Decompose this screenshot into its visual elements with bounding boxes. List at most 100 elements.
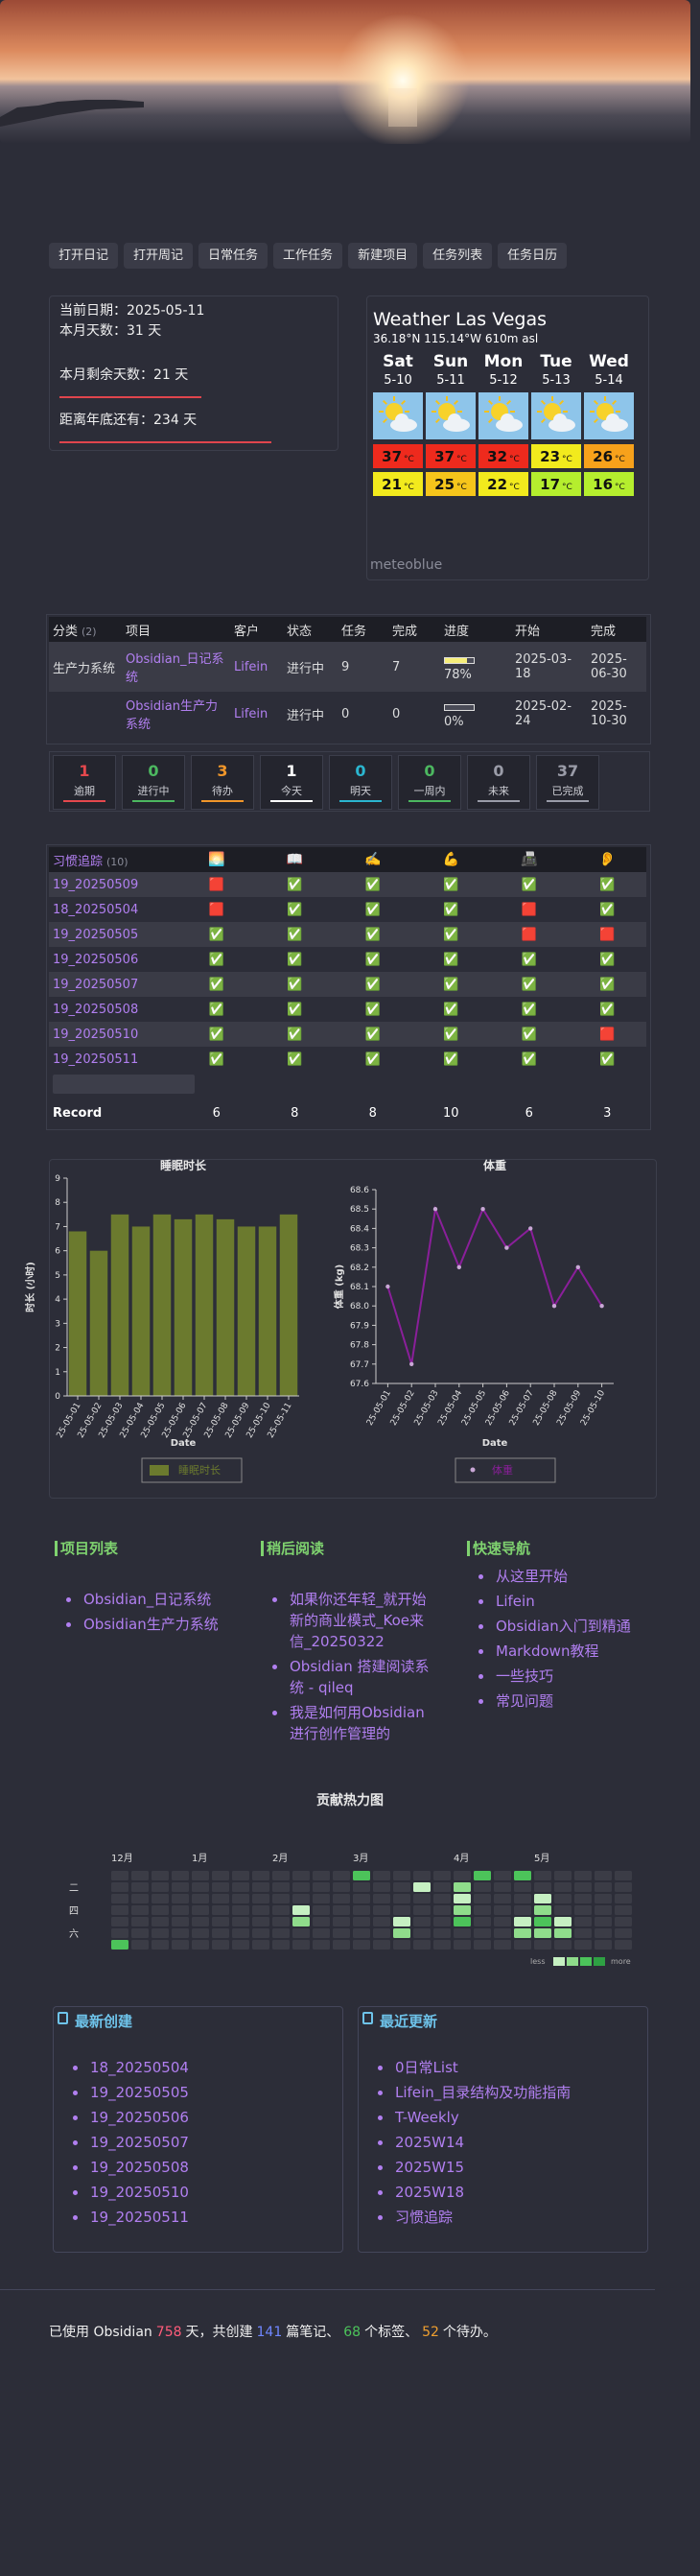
habit-mark: ✅ (208, 1002, 224, 1017)
note-link[interactable]: 2025W14 (395, 2134, 465, 2151)
note-link[interactable]: Obsidian入门到精通 (496, 1618, 631, 1635)
heat-cell (413, 1882, 431, 1892)
count-value: 0 (148, 762, 159, 780)
habit-mark: ✅ (443, 902, 459, 917)
habit-note: 19_20250507 (53, 977, 139, 992)
list-item: 一些技巧 (478, 1666, 642, 1687)
heat-cell (292, 1928, 310, 1938)
habit-mark: ✅ (521, 952, 537, 967)
heat-cell (192, 1882, 209, 1892)
header-text: 进度 (444, 624, 470, 639)
list-item: 0日常List (378, 2055, 571, 2080)
note-link[interactable]: Obsidian_日记系统 (83, 1591, 212, 1608)
heat-cell (615, 1871, 632, 1880)
button[interactable]: 新建项目 (348, 243, 418, 269)
note-link[interactable]: Obsidian 搭建阅读系统 - qileq (290, 1658, 430, 1696)
month-label: 12月 (111, 1853, 133, 1864)
weather-widget: Weather Las Vegas 36.18°N 115.14°W 610m a… (366, 295, 649, 580)
temp-value: 23 (540, 448, 561, 465)
heat-cell (615, 1940, 632, 1950)
start: 2025-02-24 (511, 692, 587, 736)
heat-cell (252, 1905, 269, 1915)
habit-mark: ✅ (521, 1002, 537, 1017)
note-link[interactable]: 如果你还年轻_就开始新的商业模式_Koe来信_20250322 (290, 1591, 427, 1650)
heat-cell (232, 1928, 249, 1938)
note-link[interactable]: 19_20250506 (90, 2109, 189, 2126)
note-link[interactable]: 2025W18 (395, 2184, 465, 2201)
button[interactable]: 任务列表 (423, 243, 493, 269)
project-row: Obsidian生产力系统 Lifein 进行中 0 0 0% 2025-02-24 2025… (49, 692, 646, 736)
button[interactable]: 打开周记 (124, 243, 194, 269)
temp-unit: °C (456, 483, 467, 492)
habit-note: 19_20250511 (53, 1052, 139, 1067)
heat-cell (474, 1940, 491, 1950)
list-item: 18_20250504 (73, 2055, 189, 2080)
project-row: 生产力系统 Obsidian_日记系统 Lifein 进行中 9 7 78% 2025-03-… (49, 642, 646, 692)
note-link[interactable]: 从这里开始 (496, 1568, 569, 1585)
heat-cell (172, 1905, 189, 1915)
heat-cell (494, 1894, 511, 1903)
button[interactable]: 工作任务 (273, 243, 343, 269)
button[interactable]: 打开日记 (49, 243, 119, 269)
heat-cell (232, 1917, 249, 1926)
heat-cell (574, 1905, 592, 1915)
temp-value: 32 (487, 448, 508, 465)
legend-swatch (594, 1957, 605, 1966)
temp-value: 22 (487, 476, 508, 493)
heat-cell (232, 1871, 249, 1880)
note-link[interactable]: 18_20250504 (90, 2059, 189, 2076)
bullet (272, 1711, 277, 1715)
heat-cell (554, 1905, 572, 1915)
legend-swatch (553, 1957, 565, 1966)
button[interactable]: 任务日历 (498, 243, 568, 269)
heat-cell (413, 1905, 431, 1915)
heat-cell (292, 1882, 310, 1892)
button[interactable]: 日常任务 (198, 243, 268, 269)
charts-panel (49, 1159, 657, 1499)
heat-cell (111, 1940, 128, 1950)
list-title: 快速导航 (467, 1541, 530, 1556)
note-link[interactable]: 我是如何用Obsidian进行创作管理的 (290, 1704, 425, 1742)
header-text: 任务 (341, 624, 367, 639)
note-link[interactable]: Lifein (496, 1593, 535, 1610)
note-link[interactable]: T-Weekly (395, 2109, 459, 2126)
note-link[interactable]: Lifein_目录结构及功能指南 (395, 2084, 572, 2101)
temp-unit: °C (562, 455, 572, 464)
note-link[interactable]: 19_20250510 (90, 2184, 189, 2201)
note-link[interactable]: 0日常List (395, 2059, 458, 2076)
header-cell: 任务 (338, 617, 388, 642)
header-text: 分类 (53, 624, 79, 639)
heat-cell (192, 1928, 209, 1938)
note-link[interactable]: 常见问题 (496, 1692, 554, 1710)
note-link[interactable]: 习惯追踪 (395, 2209, 454, 2226)
project-panel (46, 614, 651, 744)
habit-mark: ✅ (287, 1027, 303, 1042)
habit-mark: ✅ (364, 927, 381, 942)
heat-cell (373, 1928, 390, 1938)
month-label: 5月 (534, 1853, 549, 1864)
note-link[interactable]: 19_20250508 (90, 2159, 189, 2176)
note-link[interactable]: 一些技巧 (496, 1667, 554, 1685)
habit-mark: 🟥 (599, 1027, 616, 1042)
note-link[interactable]: Markdown教程 (496, 1642, 599, 1660)
note-link[interactable]: Obsidian生产力系统 (83, 1616, 219, 1633)
sun-ray (559, 399, 565, 405)
list-item: 如果你还年轻_就开始新的商业模式_Koe来信_20250322 (272, 1589, 435, 1652)
count-card: 1 今天 (260, 755, 323, 810)
heat-cell (353, 1871, 370, 1880)
habit-row: 19_20250507 ✅ ✅ ✅ ✅ ✅ ✅ (49, 972, 646, 997)
heat-cell (534, 1940, 551, 1950)
heat-cell (333, 1882, 350, 1892)
heat-cell (413, 1928, 431, 1938)
list-item: Lifein (478, 1591, 642, 1612)
heat-cell (172, 1917, 189, 1926)
note-link[interactable]: 19_20250511 (90, 2209, 189, 2226)
note-link[interactable]: 2025W15 (395, 2159, 465, 2176)
heat-cell (615, 1917, 632, 1926)
habit-mark: ✅ (208, 1027, 224, 1042)
note-link[interactable]: 19_20250505 (90, 2084, 189, 2101)
note-link[interactable]: 19_20250507 (90, 2134, 189, 2151)
heat-cell (252, 1917, 269, 1926)
list-item: 19_20250507 (73, 2130, 189, 2155)
record-value: 8 (291, 1105, 299, 1121)
